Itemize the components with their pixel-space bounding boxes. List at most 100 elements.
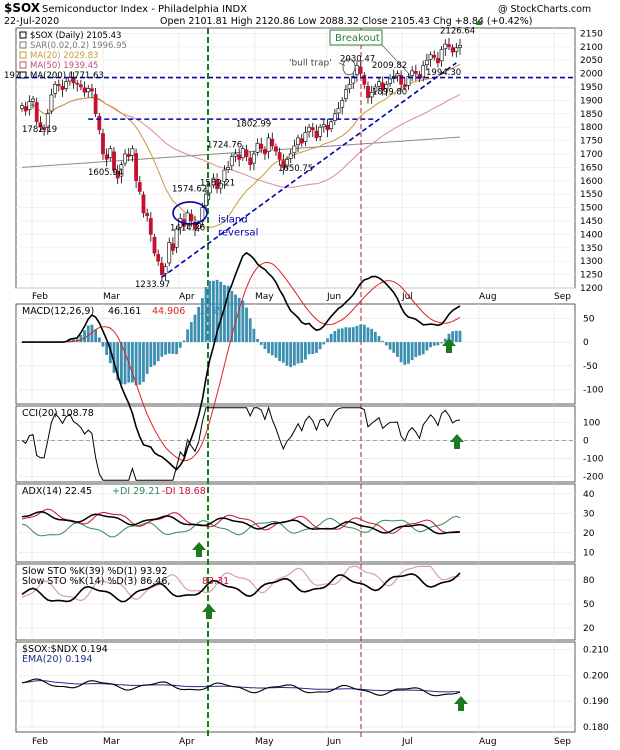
y-tick-label: 1400 xyxy=(580,230,603,240)
candle-body xyxy=(406,75,411,86)
y-tick-label: 1550 xyxy=(580,190,603,200)
macd-histogram-bar xyxy=(451,331,455,343)
adx-up-arrow-icon xyxy=(192,542,206,557)
macd-histogram-bar xyxy=(208,280,212,343)
candle-body xyxy=(318,126,323,137)
candle-body xyxy=(421,65,426,78)
month-label-top: Sep xyxy=(554,292,571,302)
macd-histogram-bar xyxy=(399,342,403,363)
legend-swatch xyxy=(19,61,27,69)
macd-histogram-bar xyxy=(340,328,344,343)
candle-body xyxy=(373,86,378,92)
macd-histogram-bar xyxy=(256,338,259,343)
y-tick-label: 2050 xyxy=(580,56,603,66)
price-label: 1802.99 xyxy=(236,119,271,129)
candle-body xyxy=(355,65,359,75)
ratio-ema-line xyxy=(21,680,461,693)
cci-line xyxy=(21,406,461,481)
y-tick-label: 1700 xyxy=(580,150,603,160)
macd-histogram-bar xyxy=(182,340,186,343)
month-label-top: Jul xyxy=(401,292,413,302)
macd-histogram-bar xyxy=(248,318,252,343)
candle-body xyxy=(75,82,80,85)
macd-line xyxy=(22,251,461,471)
candle-body xyxy=(174,228,179,248)
candle-body xyxy=(274,146,278,152)
month-label-top: Feb xyxy=(32,292,48,302)
candle-body xyxy=(432,54,437,58)
legend-swatch xyxy=(19,41,27,49)
candle-body xyxy=(443,43,448,49)
candle-body xyxy=(171,243,175,251)
macd-histogram-bar xyxy=(377,336,381,343)
candle-body xyxy=(362,74,367,85)
macd-histogram-bar xyxy=(337,328,340,343)
macd-histogram-bar xyxy=(381,340,385,343)
macd-histogram-bar xyxy=(440,342,443,344)
month-label-bottom: Feb xyxy=(32,737,48,747)
candle-body xyxy=(410,70,415,76)
y-tick-label: 2000 xyxy=(580,70,603,80)
candle-body xyxy=(366,85,370,98)
candle-body xyxy=(23,106,28,112)
candle-body xyxy=(299,138,304,144)
candle-body xyxy=(377,81,381,87)
up-arrow-icon: ▲ xyxy=(476,17,483,26)
breakout-pointer xyxy=(381,44,411,76)
candle-body xyxy=(288,153,293,159)
macd-histogram-bar xyxy=(359,324,363,343)
candle-body xyxy=(211,177,216,186)
macd-up-arrow-icon xyxy=(442,338,456,353)
candle-body xyxy=(395,73,400,77)
macd-histogram-bar xyxy=(94,329,98,343)
candle-body xyxy=(207,185,212,194)
candle-body xyxy=(447,44,451,48)
legend-swatch xyxy=(19,31,27,39)
candle-body xyxy=(351,75,356,84)
chart-marks xyxy=(16,28,575,738)
macd-histogram-bar xyxy=(79,334,83,343)
macd-histogram-bar xyxy=(396,342,399,357)
y-tick-label: 0.180 xyxy=(583,723,609,733)
candle-body xyxy=(90,88,94,92)
legend-swatch xyxy=(19,71,27,79)
macd-histogram-bar xyxy=(211,280,215,343)
macd-histogram-bar xyxy=(304,342,307,360)
candle-body xyxy=(60,85,65,90)
candle-body xyxy=(343,89,348,100)
macd-histogram-bar xyxy=(322,342,326,345)
price-label: 1574.62 xyxy=(172,184,207,194)
macd-histogram-bar xyxy=(344,327,348,343)
ratio-ema-label: EMA(20) 0.194 xyxy=(22,654,92,665)
y-tick-label: 1950 xyxy=(580,83,603,93)
macd-histogram-bar xyxy=(105,342,109,355)
adx-minus-di-line xyxy=(21,508,461,534)
candle-body xyxy=(428,54,433,60)
macd-histogram-bar xyxy=(145,342,149,374)
macd-histogram-bar xyxy=(237,297,241,343)
macd-histogram-bar xyxy=(432,342,436,346)
macd-histogram-bar xyxy=(315,342,318,353)
candle-body xyxy=(248,157,253,166)
macd-histogram-bar xyxy=(112,342,116,373)
candle-body xyxy=(53,83,58,94)
candle-body xyxy=(156,254,161,262)
macd-histogram-bar xyxy=(204,287,208,343)
y-tick-label: 1650 xyxy=(580,163,603,173)
legend-swatch xyxy=(19,51,27,59)
candle-body xyxy=(123,153,127,164)
y-tick-label: 1250 xyxy=(580,271,603,281)
macd-histogram-bar xyxy=(421,342,425,355)
candle-body xyxy=(163,266,168,274)
candle-body xyxy=(97,115,102,131)
adx-line xyxy=(21,510,461,535)
macd-histogram-bar xyxy=(186,329,190,343)
macd-histogram-bar xyxy=(189,322,193,343)
candle-body xyxy=(277,152,282,160)
sto2-value: 83.31 xyxy=(202,576,229,587)
candle-body xyxy=(56,84,61,86)
macd-histogram-bar xyxy=(101,342,105,347)
candle-body xyxy=(93,94,98,115)
y-tick-label: 50 xyxy=(583,314,595,324)
macd-histogram-bar xyxy=(403,342,407,365)
